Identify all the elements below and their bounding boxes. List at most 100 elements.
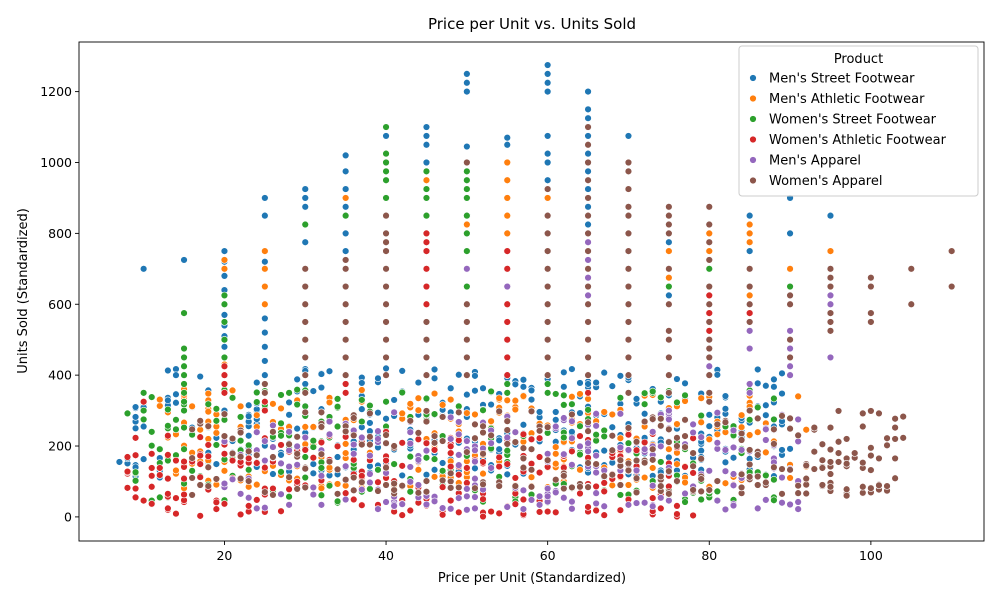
point-women-s-athletic-footwear <box>527 435 536 443</box>
point-men-s-athletic-footwear <box>762 448 770 457</box>
point-men-s-street-footwear <box>584 185 592 193</box>
point-men-s-street-footwear <box>543 87 552 96</box>
point-women-s-apparel <box>624 203 633 211</box>
point-men-s-street-footwear <box>164 366 172 375</box>
point-women-s-street-footwear <box>220 353 229 362</box>
point-women-s-athletic-footwear <box>220 371 229 379</box>
point-women-s-apparel <box>818 481 827 489</box>
point-women-s-apparel <box>204 463 212 471</box>
point-women-s-athletic-footwear <box>422 300 431 308</box>
point-women-s-apparel <box>236 452 245 461</box>
point-men-s-athletic-footwear <box>503 211 511 220</box>
point-women-s-apparel <box>511 482 520 490</box>
point-women-s-apparel <box>471 420 479 429</box>
point-men-s-street-footwear <box>422 471 431 479</box>
point-men-s-street-footwear <box>665 291 673 300</box>
point-men-s-athletic-footwear <box>341 194 350 202</box>
point-women-s-athletic-footwear <box>600 511 608 519</box>
point-women-s-apparel <box>560 472 568 480</box>
x-tick-label: 40 <box>378 548 394 563</box>
legend-marker <box>749 115 757 123</box>
point-men-s-apparel <box>244 494 253 502</box>
point-women-s-apparel <box>891 423 899 432</box>
point-men-s-street-footwear <box>584 203 592 211</box>
point-women-s-street-footwear <box>180 389 188 397</box>
point-women-s-apparel <box>406 417 414 425</box>
point-women-s-street-footwear <box>422 167 431 176</box>
point-women-s-apparel <box>382 229 390 238</box>
x-axis-label: Price per Unit (Standardized) <box>438 571 626 586</box>
point-women-s-athletic-footwear <box>438 511 447 519</box>
point-women-s-apparel <box>640 417 649 426</box>
point-women-s-athletic-footwear <box>479 495 487 503</box>
point-men-s-apparel <box>681 489 689 498</box>
point-women-s-street-footwear <box>786 282 794 291</box>
legend-label: Men's Apparel <box>769 154 861 169</box>
point-women-s-apparel <box>624 371 633 379</box>
point-men-s-apparel <box>414 481 423 489</box>
point-men-s-athletic-footwear <box>665 247 673 255</box>
point-men-s-street-footwear <box>762 382 770 390</box>
point-women-s-apparel <box>422 417 431 426</box>
y-tick-label: 800 <box>48 226 72 241</box>
point-women-s-athletic-footwear <box>745 309 754 317</box>
point-women-s-street-footwear <box>430 455 439 463</box>
point-men-s-athletic-footwear <box>640 473 649 482</box>
point-women-s-athletic-footwear <box>277 507 285 515</box>
point-women-s-street-footwear <box>382 167 390 176</box>
point-women-s-apparel <box>754 481 762 489</box>
point-men-s-apparel <box>398 500 406 508</box>
point-women-s-athletic-footwear <box>503 353 511 362</box>
point-men-s-street-footwear <box>309 460 318 468</box>
point-men-s-apparel <box>568 497 576 506</box>
x-tick-label: 20 <box>216 548 232 563</box>
point-women-s-athletic-footwear <box>543 507 552 516</box>
point-women-s-athletic-footwear <box>398 511 406 519</box>
point-women-s-apparel <box>624 300 633 308</box>
point-women-s-street-footwear <box>430 410 439 418</box>
point-men-s-apparel <box>665 496 673 505</box>
point-men-s-apparel <box>584 447 592 456</box>
point-men-s-street-footwear <box>220 311 229 319</box>
point-women-s-apparel <box>261 389 269 397</box>
point-men-s-athletic-footwear <box>463 220 471 229</box>
point-men-s-athletic-footwear <box>745 229 754 238</box>
point-men-s-street-footwear <box>673 375 681 383</box>
point-women-s-apparel <box>624 167 633 176</box>
point-women-s-apparel <box>875 481 883 490</box>
legend-label: Women's Apparel <box>769 174 882 189</box>
point-women-s-apparel <box>705 282 713 291</box>
point-men-s-street-footwear <box>624 132 633 140</box>
point-men-s-street-footwear <box>269 470 277 478</box>
point-men-s-athletic-footwear <box>261 300 269 308</box>
point-men-s-athletic-footwear <box>624 481 633 489</box>
point-women-s-apparel <box>188 491 196 499</box>
point-women-s-athletic-footwear <box>285 485 293 493</box>
point-men-s-apparel <box>366 470 374 478</box>
point-women-s-apparel <box>875 454 883 463</box>
point-men-s-street-footwear <box>374 409 382 417</box>
point-women-s-apparel <box>390 442 398 450</box>
point-women-s-street-footwear <box>422 185 431 193</box>
point-men-s-street-footwear <box>301 380 309 388</box>
point-women-s-apparel <box>867 484 875 492</box>
point-women-s-apparel <box>584 300 592 308</box>
point-women-s-athletic-footwear <box>673 510 681 518</box>
point-women-s-apparel <box>422 407 431 415</box>
point-men-s-apparel <box>350 440 358 449</box>
point-women-s-apparel <box>543 247 552 255</box>
point-women-s-athletic-footwear <box>568 447 576 456</box>
point-men-s-apparel <box>632 466 641 475</box>
point-women-s-apparel <box>350 431 358 440</box>
point-women-s-athletic-footwear <box>447 496 455 505</box>
point-men-s-street-footwear <box>640 410 649 418</box>
point-women-s-apparel <box>745 282 754 291</box>
point-men-s-apparel <box>568 505 576 513</box>
point-men-s-apparel <box>455 461 463 469</box>
point-women-s-apparel <box>665 300 673 308</box>
point-women-s-street-footwear <box>463 229 471 238</box>
x-axis-ticks: 20 40 60 80 100 <box>216 541 883 563</box>
point-men-s-apparel <box>511 428 520 436</box>
point-men-s-apparel <box>422 500 431 509</box>
point-men-s-apparel <box>721 505 730 514</box>
